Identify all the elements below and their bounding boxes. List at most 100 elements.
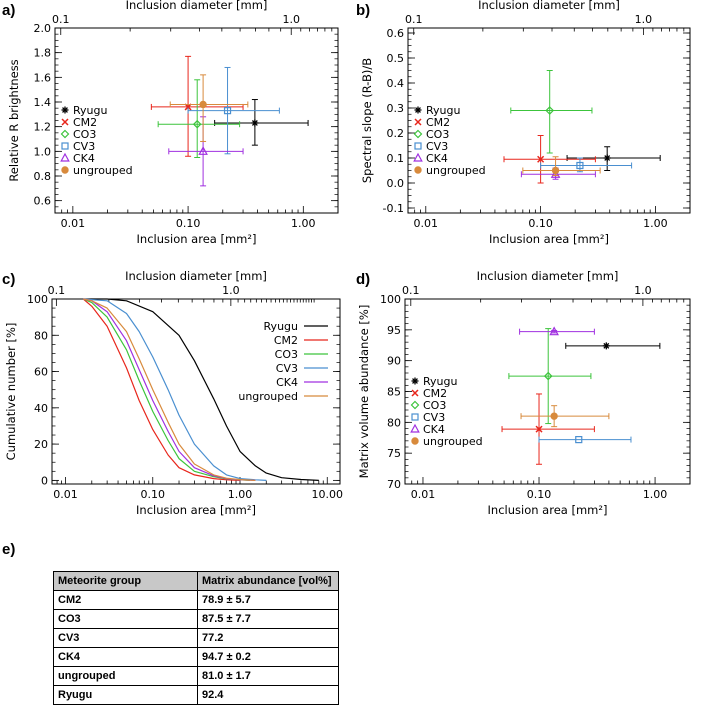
legend-label: CO3 xyxy=(423,399,446,412)
table-cell: 92.4 xyxy=(197,685,339,705)
y-tick-label: 0.4 xyxy=(387,77,405,90)
y-tick-label: 0.1 xyxy=(387,152,405,165)
table-row: CV3 77.2 xyxy=(53,628,339,648)
table-cell: 81.0 ± 1.7 xyxy=(197,666,339,686)
plot-frame xyxy=(407,27,691,214)
y-tick-label: 95 xyxy=(387,324,401,337)
data-point-ryugu xyxy=(214,99,309,146)
marker-cv3 xyxy=(223,107,232,115)
y-tick-label: 100 xyxy=(27,293,48,306)
legend-label: CO3 xyxy=(73,128,96,141)
legend-marker xyxy=(413,129,423,139)
marker-ungrouped xyxy=(550,412,558,420)
marker-ryugu-ray xyxy=(251,120,258,126)
x-tick-label: 10.00 xyxy=(312,488,344,501)
data-point-cv3 xyxy=(538,436,632,444)
x-tick-label: 0.10 xyxy=(528,217,553,230)
top-tick-label: 1.0 xyxy=(282,13,300,26)
table-cell: CV3 xyxy=(53,628,198,648)
series-line-cm2 xyxy=(82,298,241,481)
x-axis-title: Inclusion area [mm²] xyxy=(488,503,608,517)
series-line-cv3 xyxy=(83,298,267,481)
top-axis-title: Inclusion diameter [mm] xyxy=(477,269,619,283)
legend-marker xyxy=(410,400,420,410)
marker-co3 xyxy=(545,106,555,115)
y-tick-label: -0.1 xyxy=(383,202,404,215)
x-tick-label: 1.00 xyxy=(643,488,668,501)
table-header-group: Meteorite group xyxy=(53,571,198,591)
legend-label: CO3 xyxy=(275,348,298,361)
x-axis-title: Inclusion area [mm²] xyxy=(136,503,256,517)
x-tick-label: 0.01 xyxy=(414,217,439,230)
y-tick-label: 1.0 xyxy=(34,145,52,158)
legend-marker xyxy=(413,152,423,162)
top-axis-title: Inclusion diameter [mm] xyxy=(478,0,620,12)
data-point-ungrouped xyxy=(520,405,610,428)
legend-label: ungrouped xyxy=(238,390,298,403)
x-tick-label: 0.01 xyxy=(411,488,436,501)
legend-marker-ray xyxy=(415,107,421,113)
y-tick-label: 0 xyxy=(41,474,48,487)
x-axis-title: Inclusion area [mm²] xyxy=(489,232,609,246)
legend-marker xyxy=(60,129,70,139)
legend-marker xyxy=(61,166,69,174)
marker-ryugu-ray xyxy=(603,342,610,349)
y-tick-label: 80 xyxy=(387,416,401,429)
table-row: CK4 94.7 ± 0.2 xyxy=(53,647,339,667)
chart-d xyxy=(404,298,691,485)
chart-a xyxy=(54,27,339,214)
plot-frame xyxy=(54,27,339,214)
x-tick-label: 0.10 xyxy=(141,488,166,501)
x-tick-label: 0.10 xyxy=(527,488,552,501)
top-tick-label: 0.1 xyxy=(405,13,423,26)
y-tick-label: 1.6 xyxy=(34,71,52,84)
table-row: CO3 87.5 ± 7.7 xyxy=(53,609,339,629)
legend-label: CM2 xyxy=(423,387,447,400)
marker-cm2-b xyxy=(537,155,545,163)
y-tick-label: 75 xyxy=(387,447,401,460)
legend-marker xyxy=(414,142,422,150)
y-tick-label: 0.3 xyxy=(387,102,405,115)
marker-ck4 xyxy=(550,168,561,178)
legend-marker-b xyxy=(411,389,419,397)
marker-cv3 xyxy=(575,436,583,444)
y-tick-label: 80 xyxy=(34,329,48,342)
top-tick-label: 1.0 xyxy=(222,284,240,297)
legend-label: CM2 xyxy=(73,116,97,129)
table-header-row: Meteorite group Matrix abundance [vol%] xyxy=(53,571,339,591)
table-cell: 77.2 xyxy=(197,628,339,648)
y-tick-label: 20 xyxy=(34,438,48,451)
legend-label: ungrouped xyxy=(426,164,486,177)
legend-label: Ryugu xyxy=(426,104,460,117)
top-tick-label: 0.1 xyxy=(402,284,420,297)
y-tick-label: 0.8 xyxy=(34,170,52,183)
x-tick-label: 0.10 xyxy=(176,217,201,230)
y-tick-label: 70 xyxy=(387,478,401,491)
top-axis-title: Inclusion diameter [mm] xyxy=(126,0,268,12)
legend-marker xyxy=(60,152,70,162)
legend-label: CV3 xyxy=(276,362,298,375)
table-cell: CO3 xyxy=(53,609,198,629)
y-tick-label: 100 xyxy=(380,293,401,306)
x-tick-label: 1.00 xyxy=(643,217,668,230)
top-tick-label: 1.0 xyxy=(635,13,653,26)
table-cell: 94.7 ± 0.2 xyxy=(197,647,339,667)
marker-co3 xyxy=(543,371,553,381)
legend-marker xyxy=(414,166,422,174)
y-tick-label: 2.0 xyxy=(34,22,52,35)
table-row: ungrouped 81.0 ± 1.7 xyxy=(53,666,339,686)
table-cell: ungrouped xyxy=(53,666,198,686)
top-tick-label: 0.1 xyxy=(48,284,66,297)
legend-label: CK4 xyxy=(423,423,445,436)
legend-label: CV3 xyxy=(73,140,95,153)
x-axis-title: Inclusion area [mm²] xyxy=(137,232,257,246)
y-tick-label: 1.4 xyxy=(34,96,52,109)
legend-label: ungrouped xyxy=(423,435,483,448)
data-point-ck4 xyxy=(168,116,244,187)
y-tick-label: 1.2 xyxy=(34,121,52,134)
plot-frame xyxy=(404,298,691,485)
data-point-ryugu xyxy=(565,342,661,350)
matrix-abundance-table: Meteorite group Matrix abundance [vol%] … xyxy=(53,571,339,705)
legend-label: Ryugu xyxy=(423,375,457,388)
series-line-ungrouped xyxy=(83,298,256,481)
